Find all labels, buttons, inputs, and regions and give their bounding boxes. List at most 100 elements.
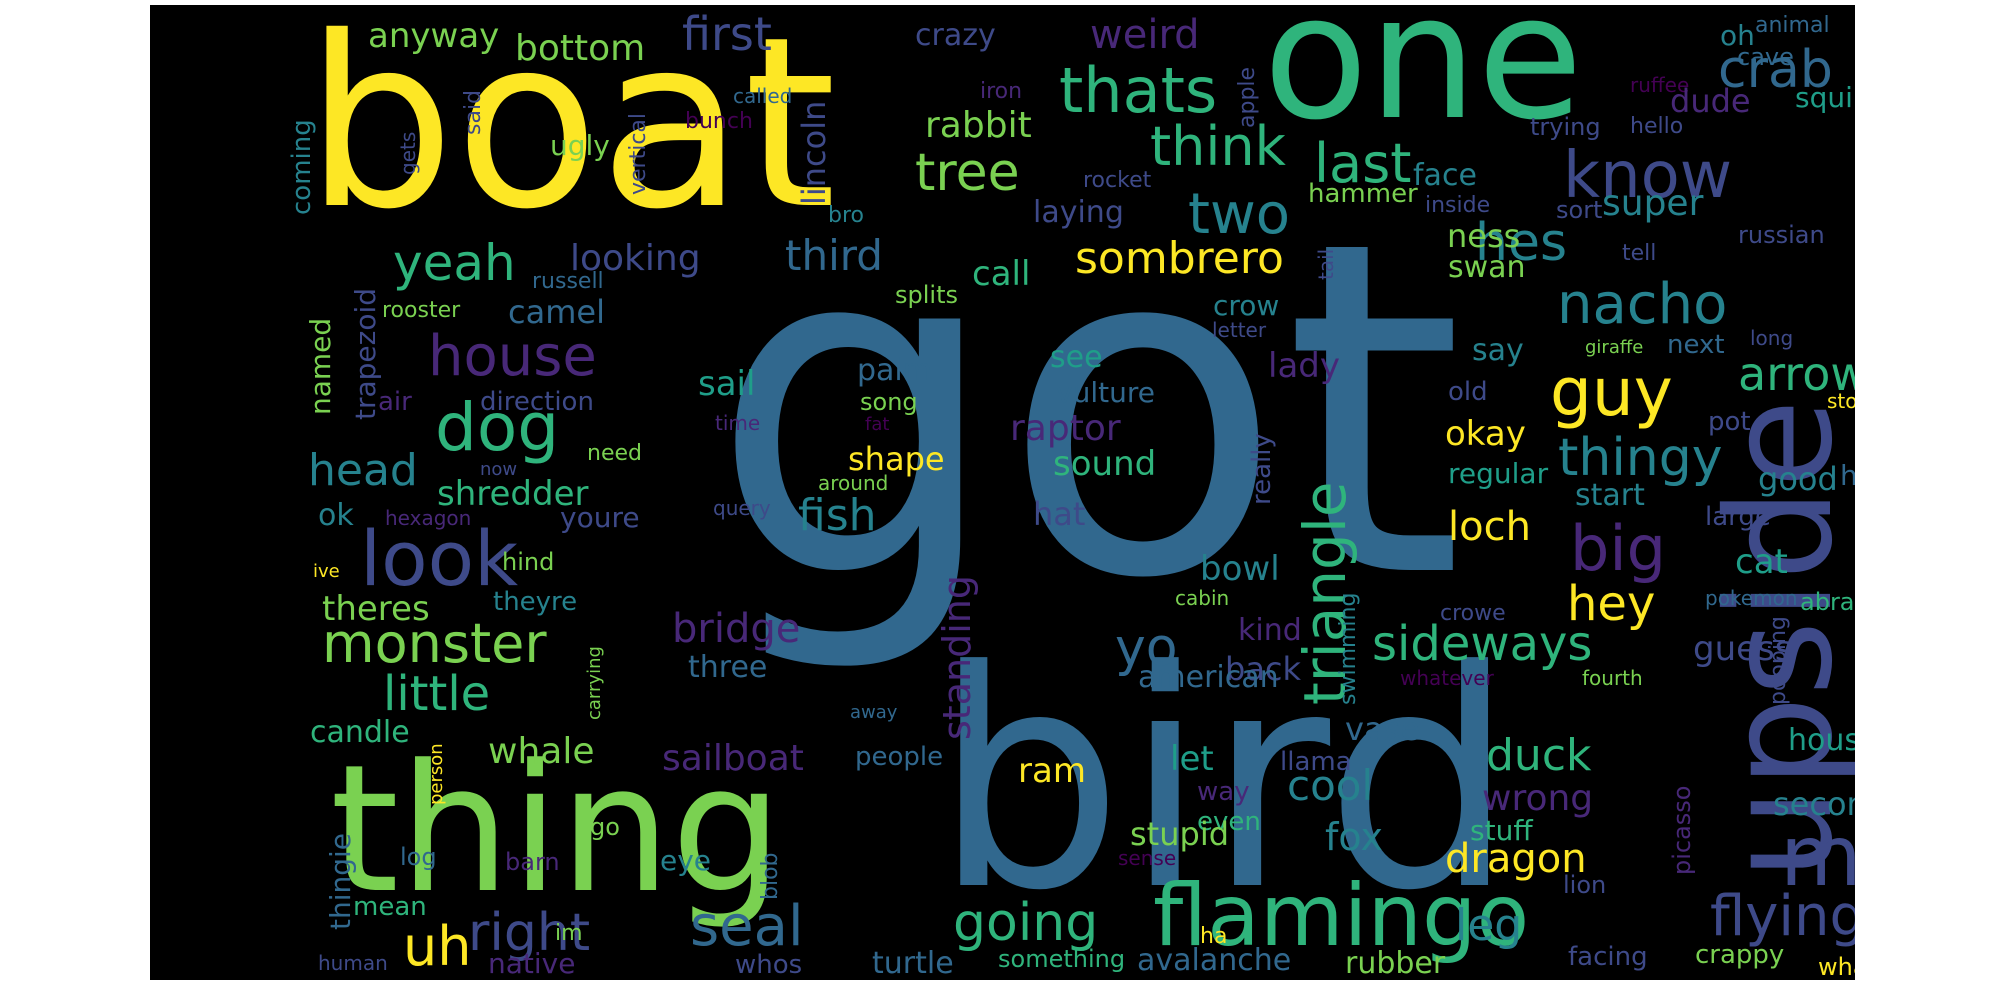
cloud-word-crab: crab bbox=[1718, 40, 1833, 100]
cloud-word-call: call bbox=[972, 254, 1030, 294]
cloud-word-bottom: bottom bbox=[515, 28, 645, 69]
cloud-word-boat: boat bbox=[305, 5, 836, 261]
cloud-word-upside: upside bbox=[1696, 399, 1855, 880]
cloud-word-rabbit: rabbit bbox=[925, 105, 1032, 146]
cloud-word-sort: sort bbox=[1556, 196, 1602, 224]
cloud-word-candle: candle bbox=[310, 715, 410, 750]
cloud-word-guy: guy bbox=[1550, 354, 1673, 431]
cloud-word-start: start bbox=[1575, 478, 1645, 513]
cloud-word-people: people bbox=[855, 742, 943, 772]
cloud-word-hes: hes bbox=[1475, 213, 1567, 273]
cloud-word-log: log bbox=[400, 843, 437, 871]
cloud-word-rubber: rubber bbox=[1345, 946, 1446, 980]
cloud-word-way: way bbox=[1197, 777, 1250, 807]
cloud-word-inside: inside bbox=[1425, 193, 1490, 218]
cloud-word-person: person bbox=[426, 743, 447, 805]
cloud-word-llama: llama bbox=[1280, 747, 1352, 777]
cloud-word-old: old bbox=[1448, 377, 1488, 407]
cloud-word-ruffee: ruffee bbox=[1630, 73, 1689, 97]
cloud-word-oh: oh bbox=[1720, 19, 1755, 52]
cloud-word-blob: blob bbox=[758, 852, 783, 900]
cloud-word-mean: mean bbox=[353, 892, 427, 922]
cloud-word-lady: lady bbox=[1268, 346, 1340, 386]
cloud-word-bird: bird bbox=[933, 607, 1515, 956]
cloud-word-sideways: sideways bbox=[1372, 616, 1592, 672]
cloud-word-whos: whos bbox=[735, 950, 802, 980]
cloud-word-swimming: swimming bbox=[1336, 593, 1361, 705]
cloud-word-yo: yo bbox=[1115, 618, 1178, 678]
cloud-word-letter: letter bbox=[1212, 318, 1267, 342]
cloud-word-ive: ive bbox=[313, 561, 340, 582]
cloud-word-third: third bbox=[785, 231, 883, 280]
cloud-word-fourth: fourth bbox=[1582, 666, 1643, 690]
cloud-word-ness: ness bbox=[1447, 217, 1520, 255]
cloud-word-im: im bbox=[555, 921, 583, 946]
cloud-word-eye: eye bbox=[660, 844, 711, 877]
cloud-word-hot: hot bbox=[1840, 459, 1855, 492]
cloud-word-away: away bbox=[850, 702, 898, 723]
cloud-word-sombrero: sombrero bbox=[1075, 233, 1284, 284]
cloud-word-thats: thats bbox=[1059, 54, 1217, 127]
cloud-word-flying: flying bbox=[1710, 884, 1855, 949]
cloud-word-dog: dog bbox=[435, 389, 559, 466]
cloud-word-ugly: ugly bbox=[550, 129, 610, 162]
cloud-word-fat: fat bbox=[865, 414, 889, 435]
cloud-word-bridge: bridge bbox=[672, 606, 800, 652]
cloud-word-youre: youre bbox=[560, 501, 640, 534]
cloud-word-hat: hat bbox=[1033, 495, 1085, 533]
cloud-word-barn: barn bbox=[505, 848, 560, 876]
cloud-word-pokemon: pokemon bbox=[1705, 586, 1798, 610]
cloud-word-sailboat: sailboat bbox=[662, 738, 804, 779]
cloud-word-first: first bbox=[682, 7, 772, 61]
cloud-word-laying: laying bbox=[1033, 195, 1124, 230]
cloud-word-tail: tail bbox=[1314, 249, 1338, 280]
cloud-word-weird: weird bbox=[1090, 12, 1200, 58]
cloud-word-vertical: vertical bbox=[626, 113, 651, 195]
cloud-word-russell: russell bbox=[532, 269, 604, 294]
cloud-word-lincoln: lincoln bbox=[795, 101, 833, 205]
cloud-word-facing: facing bbox=[1568, 942, 1648, 972]
cloud-word-crappy: crappy bbox=[1695, 940, 1784, 970]
cloud-word-time: time bbox=[715, 411, 760, 435]
cloud-word-dude: dude bbox=[1670, 82, 1751, 120]
cloud-word-song: song bbox=[860, 388, 918, 416]
cloud-word-looking: looking bbox=[570, 238, 701, 279]
cloud-word-let: let bbox=[1170, 739, 1214, 779]
cloud-word-cat: cat bbox=[1735, 542, 1788, 582]
cloud-word-palm: palm bbox=[857, 353, 932, 388]
cloud-word-ram: ram bbox=[1018, 751, 1086, 791]
cloud-word-crazy: crazy bbox=[915, 18, 996, 53]
cloud-word-hey: hey bbox=[1567, 576, 1655, 632]
cloud-word-hello: hello bbox=[1630, 114, 1683, 139]
cloud-word-apple: apple bbox=[1235, 67, 1260, 128]
cloud-word-pot: pot bbox=[1708, 407, 1751, 437]
cloud-word-say: say bbox=[1472, 333, 1524, 368]
cloud-word-stomach: stomach bbox=[1827, 389, 1855, 413]
cloud-word-arrow: arrow bbox=[1738, 347, 1855, 401]
cloud-word-thingy: thingy bbox=[1558, 428, 1723, 488]
cloud-word-sail: sail bbox=[698, 364, 755, 404]
cloud-word-raptor: raptor bbox=[1010, 408, 1121, 449]
cloud-word-picasso: picasso bbox=[1668, 786, 1696, 876]
cloud-word-one: one bbox=[1263, 5, 1583, 158]
cloud-word-regular: regular bbox=[1448, 457, 1549, 490]
cloud-word-trapezoid: trapezoid bbox=[349, 288, 382, 420]
cloud-word-shape: shape bbox=[848, 440, 945, 478]
cloud-word-named: named bbox=[304, 318, 337, 415]
cloud-word-need: need bbox=[587, 441, 642, 466]
cloud-word-coming: coming bbox=[287, 119, 317, 215]
cloud-word-theyre: theyre bbox=[493, 587, 577, 617]
cloud-word-cool: cool bbox=[1287, 761, 1373, 810]
cloud-word-bro: bro bbox=[828, 203, 864, 228]
cloud-word-hexagon: hexagon bbox=[385, 506, 471, 530]
cloud-word-wrong: wrong bbox=[1482, 778, 1593, 819]
cloud-word-houseboat: houseboat bbox=[1788, 723, 1855, 758]
cloud-word-duck: duck bbox=[1486, 730, 1592, 781]
cloud-word-ha: ha bbox=[1200, 924, 1227, 949]
cloud-word-okay: okay bbox=[1445, 414, 1526, 454]
cloud-word-cabin: cabin bbox=[1175, 586, 1229, 610]
cloud-word-kind: kind bbox=[1238, 613, 1302, 648]
cloud-word-rooster: rooster bbox=[382, 298, 461, 323]
cloud-word-good: good bbox=[1758, 460, 1838, 498]
cloud-word-animal: animal bbox=[1755, 13, 1830, 38]
